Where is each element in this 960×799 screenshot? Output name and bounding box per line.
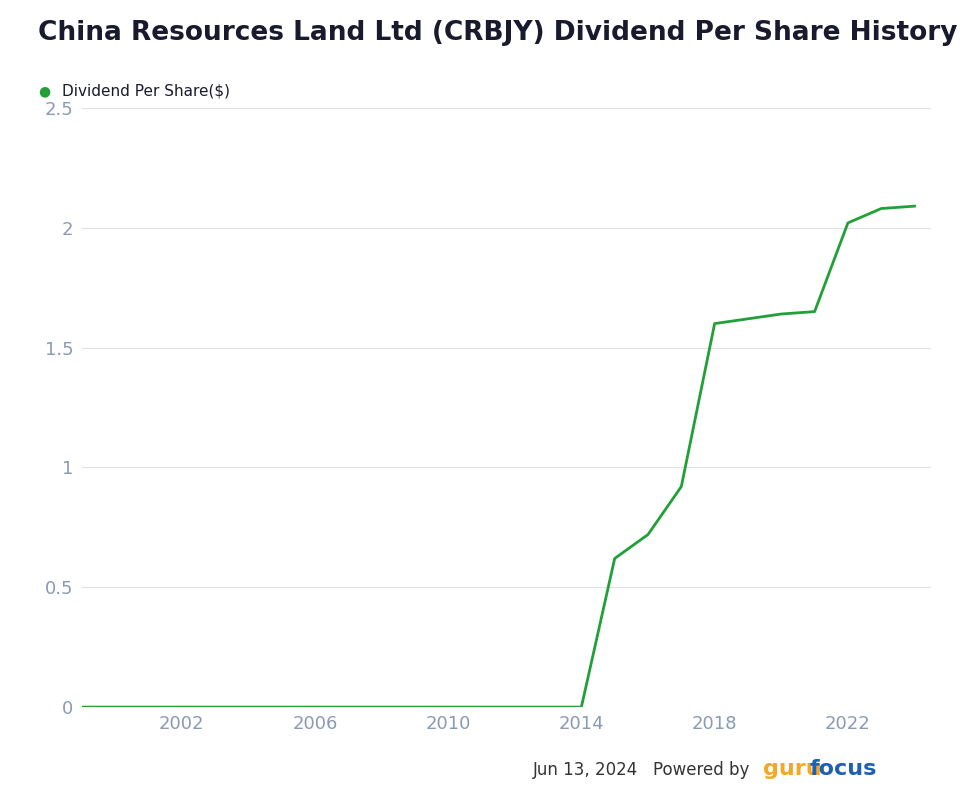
Text: Dividend Per Share($): Dividend Per Share($) [62,84,230,99]
Text: focus: focus [809,759,876,779]
Text: China Resources Land Ltd (CRBJY) Dividend Per Share History: China Resources Land Ltd (CRBJY) Dividen… [38,20,958,46]
Text: Jun 13, 2024   Powered by: Jun 13, 2024 Powered by [533,761,756,779]
Text: ●: ● [38,84,51,98]
Text: guru: guru [763,759,822,779]
